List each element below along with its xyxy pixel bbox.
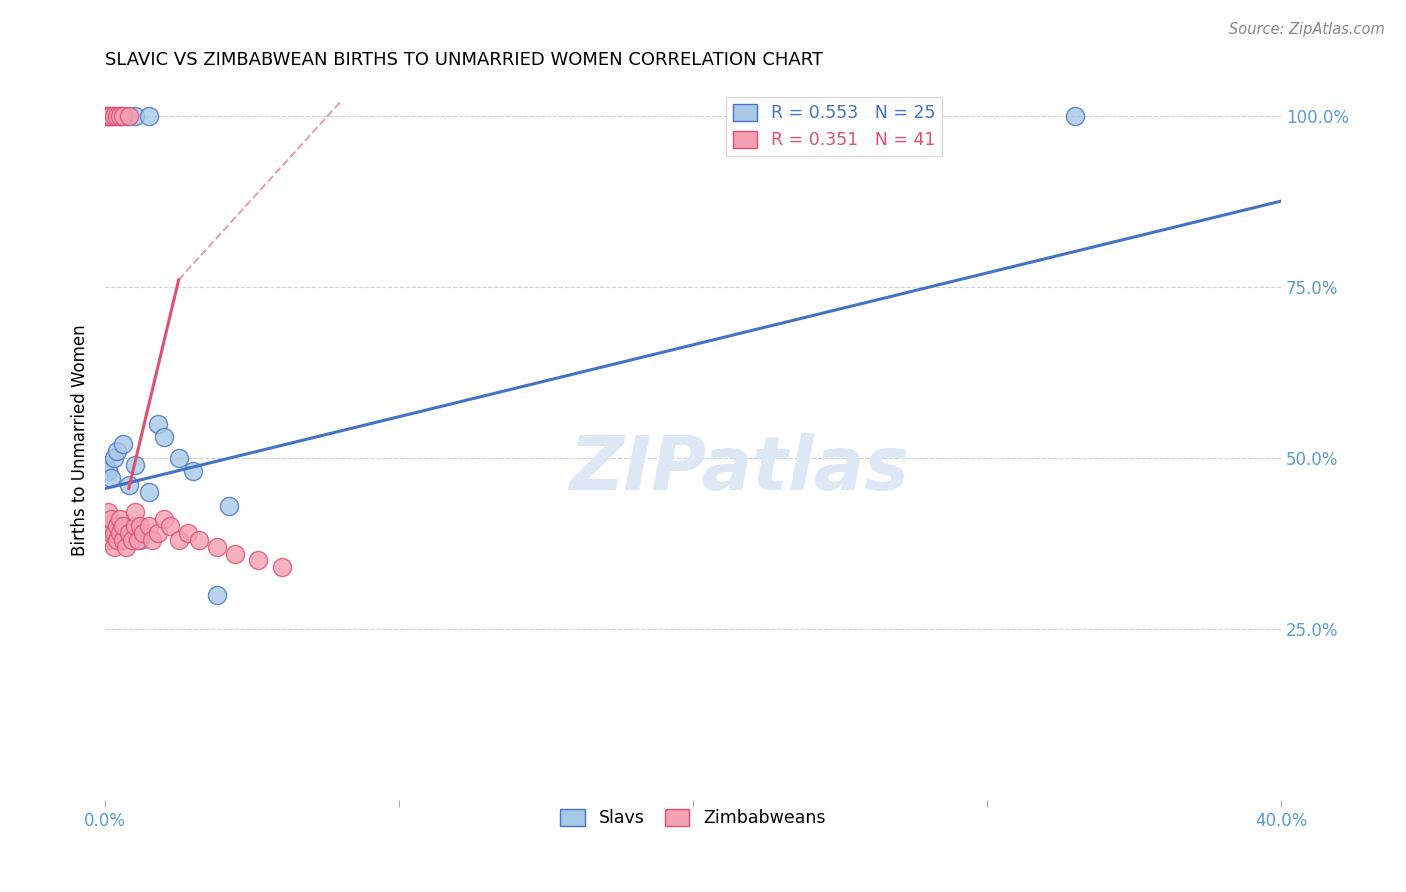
Point	[205, 540, 228, 554]
Point	[138, 109, 160, 123]
Point	[97, 109, 120, 123]
Point	[1064, 109, 1087, 123]
Point	[138, 484, 160, 499]
Point	[124, 458, 146, 472]
Point	[103, 540, 125, 554]
Point	[167, 450, 190, 465]
Point	[188, 533, 211, 547]
Point	[159, 519, 181, 533]
Point	[124, 519, 146, 533]
Point	[100, 526, 122, 541]
Point	[118, 526, 141, 541]
Point	[218, 499, 240, 513]
Point	[146, 417, 169, 431]
Point	[97, 464, 120, 478]
Point	[153, 512, 176, 526]
Point	[127, 533, 149, 547]
Point	[94, 109, 117, 123]
Point	[108, 109, 131, 123]
Point	[100, 512, 122, 526]
Text: Source: ZipAtlas.com: Source: ZipAtlas.com	[1229, 22, 1385, 37]
Legend: Slavs, Zimbabweans: Slavs, Zimbabweans	[554, 802, 832, 834]
Point	[114, 109, 136, 123]
Point	[247, 553, 270, 567]
Point	[224, 547, 246, 561]
Point	[105, 109, 128, 123]
Point	[118, 109, 141, 123]
Point	[105, 443, 128, 458]
Point	[132, 526, 155, 541]
Point	[108, 109, 131, 123]
Point	[103, 526, 125, 541]
Point	[103, 450, 125, 465]
Point	[111, 437, 134, 451]
Text: SLAVIC VS ZIMBABWEAN BIRTHS TO UNMARRIED WOMEN CORRELATION CHART: SLAVIC VS ZIMBABWEAN BIRTHS TO UNMARRIED…	[105, 51, 824, 69]
Point	[108, 526, 131, 541]
Point	[97, 533, 120, 547]
Point	[103, 109, 125, 123]
Point	[111, 109, 134, 123]
Point	[270, 560, 292, 574]
Point	[111, 533, 134, 547]
Point	[105, 533, 128, 547]
Point	[138, 519, 160, 533]
Point	[118, 478, 141, 492]
Point	[183, 464, 205, 478]
Point	[176, 526, 198, 541]
Text: ZIPatlas: ZIPatlas	[569, 433, 910, 506]
Point	[111, 519, 134, 533]
Point	[153, 430, 176, 444]
Point	[124, 506, 146, 520]
Point	[167, 533, 190, 547]
Point	[100, 471, 122, 485]
Point	[97, 109, 120, 123]
Point	[97, 506, 120, 520]
Point	[94, 519, 117, 533]
Point	[141, 533, 163, 547]
Point	[100, 109, 122, 123]
Point	[108, 512, 131, 526]
Y-axis label: Births to Unmarried Women: Births to Unmarried Women	[72, 325, 89, 557]
Point	[129, 533, 152, 547]
Point	[121, 533, 143, 547]
Point	[205, 588, 228, 602]
Point	[124, 109, 146, 123]
Point	[105, 519, 128, 533]
Point	[103, 109, 125, 123]
Point	[146, 526, 169, 541]
Point	[114, 540, 136, 554]
Point	[94, 109, 117, 123]
Point	[94, 458, 117, 472]
Point	[129, 519, 152, 533]
Point	[100, 109, 122, 123]
